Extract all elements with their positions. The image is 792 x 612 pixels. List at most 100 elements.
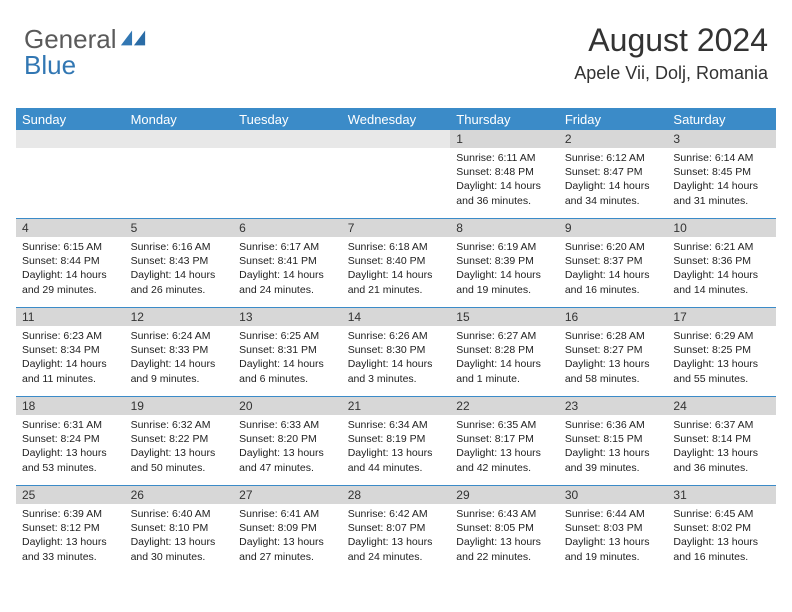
day-info: Sunrise: 6:14 AMSunset: 8:45 PMDaylight:… — [667, 148, 776, 211]
day-info: Sunrise: 6:42 AMSunset: 8:07 PMDaylight:… — [342, 504, 451, 567]
day-number: 4 — [16, 219, 125, 237]
day-number: 17 — [667, 308, 776, 326]
day-info: Sunrise: 6:26 AMSunset: 8:30 PMDaylight:… — [342, 326, 451, 389]
logo-text-blue: Blue — [24, 50, 76, 81]
day-number: 23 — [559, 397, 668, 415]
logo-icon — [117, 24, 147, 55]
week-row: 25Sunrise: 6:39 AMSunset: 8:12 PMDayligh… — [16, 485, 776, 574]
day-header-cell: Tuesday — [233, 112, 342, 127]
day-cell: 31Sunrise: 6:45 AMSunset: 8:02 PMDayligh… — [667, 486, 776, 574]
day-header-cell: Sunday — [16, 112, 125, 127]
day-cell: 14Sunrise: 6:26 AMSunset: 8:30 PMDayligh… — [342, 308, 451, 396]
week-row: 18Sunrise: 6:31 AMSunset: 8:24 PMDayligh… — [16, 396, 776, 485]
day-info: Sunrise: 6:12 AMSunset: 8:47 PMDaylight:… — [559, 148, 668, 211]
day-number: 19 — [125, 397, 234, 415]
day-number: 22 — [450, 397, 559, 415]
day-info: Sunrise: 6:35 AMSunset: 8:17 PMDaylight:… — [450, 415, 559, 478]
day-number: 21 — [342, 397, 451, 415]
day-cell: 7Sunrise: 6:18 AMSunset: 8:40 PMDaylight… — [342, 219, 451, 307]
day-info: Sunrise: 6:24 AMSunset: 8:33 PMDaylight:… — [125, 326, 234, 389]
day-number: 15 — [450, 308, 559, 326]
week-row: 4Sunrise: 6:15 AMSunset: 8:44 PMDaylight… — [16, 218, 776, 307]
day-number: 31 — [667, 486, 776, 504]
day-cell: 27Sunrise: 6:41 AMSunset: 8:09 PMDayligh… — [233, 486, 342, 574]
day-cell: 16Sunrise: 6:28 AMSunset: 8:27 PMDayligh… — [559, 308, 668, 396]
day-info: Sunrise: 6:19 AMSunset: 8:39 PMDaylight:… — [450, 237, 559, 300]
day-cell: 11Sunrise: 6:23 AMSunset: 8:34 PMDayligh… — [16, 308, 125, 396]
day-number: 20 — [233, 397, 342, 415]
day-number: 2 — [559, 130, 668, 148]
day-cell: 13Sunrise: 6:25 AMSunset: 8:31 PMDayligh… — [233, 308, 342, 396]
day-header-cell: Friday — [559, 112, 668, 127]
day-cell: 4Sunrise: 6:15 AMSunset: 8:44 PMDaylight… — [16, 219, 125, 307]
day-info: Sunrise: 6:16 AMSunset: 8:43 PMDaylight:… — [125, 237, 234, 300]
day-number: 16 — [559, 308, 668, 326]
day-info: Sunrise: 6:11 AMSunset: 8:48 PMDaylight:… — [450, 148, 559, 211]
day-cell — [16, 130, 125, 218]
day-cell: 20Sunrise: 6:33 AMSunset: 8:20 PMDayligh… — [233, 397, 342, 485]
day-cell: 3Sunrise: 6:14 AMSunset: 8:45 PMDaylight… — [667, 130, 776, 218]
day-info: Sunrise: 6:20 AMSunset: 8:37 PMDaylight:… — [559, 237, 668, 300]
day-cell: 25Sunrise: 6:39 AMSunset: 8:12 PMDayligh… — [16, 486, 125, 574]
day-cell: 10Sunrise: 6:21 AMSunset: 8:36 PMDayligh… — [667, 219, 776, 307]
month-title: August 2024 — [574, 22, 768, 59]
day-cell: 24Sunrise: 6:37 AMSunset: 8:14 PMDayligh… — [667, 397, 776, 485]
day-cell — [125, 130, 234, 218]
day-cell — [342, 130, 451, 218]
day-cell: 17Sunrise: 6:29 AMSunset: 8:25 PMDayligh… — [667, 308, 776, 396]
day-info: Sunrise: 6:44 AMSunset: 8:03 PMDaylight:… — [559, 504, 668, 567]
day-info: Sunrise: 6:36 AMSunset: 8:15 PMDaylight:… — [559, 415, 668, 478]
day-number: 12 — [125, 308, 234, 326]
day-info: Sunrise: 6:45 AMSunset: 8:02 PMDaylight:… — [667, 504, 776, 567]
day-cell: 22Sunrise: 6:35 AMSunset: 8:17 PMDayligh… — [450, 397, 559, 485]
day-number: 27 — [233, 486, 342, 504]
day-cell: 28Sunrise: 6:42 AMSunset: 8:07 PMDayligh… — [342, 486, 451, 574]
day-number: 6 — [233, 219, 342, 237]
day-number: 26 — [125, 486, 234, 504]
day-info: Sunrise: 6:33 AMSunset: 8:20 PMDaylight:… — [233, 415, 342, 478]
day-number: 30 — [559, 486, 668, 504]
day-cell: 18Sunrise: 6:31 AMSunset: 8:24 PMDayligh… — [16, 397, 125, 485]
day-header-cell: Thursday — [450, 112, 559, 127]
day-number — [125, 130, 234, 148]
day-cell: 15Sunrise: 6:27 AMSunset: 8:28 PMDayligh… — [450, 308, 559, 396]
day-cell: 9Sunrise: 6:20 AMSunset: 8:37 PMDaylight… — [559, 219, 668, 307]
day-info: Sunrise: 6:31 AMSunset: 8:24 PMDaylight:… — [16, 415, 125, 478]
week-row: 1Sunrise: 6:11 AMSunset: 8:48 PMDaylight… — [16, 130, 776, 218]
day-cell: 1Sunrise: 6:11 AMSunset: 8:48 PMDaylight… — [450, 130, 559, 218]
day-info: Sunrise: 6:15 AMSunset: 8:44 PMDaylight:… — [16, 237, 125, 300]
day-info: Sunrise: 6:23 AMSunset: 8:34 PMDaylight:… — [16, 326, 125, 389]
day-cell: 12Sunrise: 6:24 AMSunset: 8:33 PMDayligh… — [125, 308, 234, 396]
day-cell: 2Sunrise: 6:12 AMSunset: 8:47 PMDaylight… — [559, 130, 668, 218]
day-number: 3 — [667, 130, 776, 148]
day-number: 7 — [342, 219, 451, 237]
day-number: 11 — [16, 308, 125, 326]
day-info: Sunrise: 6:39 AMSunset: 8:12 PMDaylight:… — [16, 504, 125, 567]
day-info: Sunrise: 6:17 AMSunset: 8:41 PMDaylight:… — [233, 237, 342, 300]
day-number: 25 — [16, 486, 125, 504]
day-header-cell: Monday — [125, 112, 234, 127]
day-cell: 5Sunrise: 6:16 AMSunset: 8:43 PMDaylight… — [125, 219, 234, 307]
day-header-cell: Saturday — [667, 112, 776, 127]
day-info: Sunrise: 6:27 AMSunset: 8:28 PMDaylight:… — [450, 326, 559, 389]
day-number: 9 — [559, 219, 668, 237]
day-cell: 30Sunrise: 6:44 AMSunset: 8:03 PMDayligh… — [559, 486, 668, 574]
day-info: Sunrise: 6:40 AMSunset: 8:10 PMDaylight:… — [125, 504, 234, 567]
day-number — [233, 130, 342, 148]
day-info: Sunrise: 6:18 AMSunset: 8:40 PMDaylight:… — [342, 237, 451, 300]
day-number: 5 — [125, 219, 234, 237]
day-info: Sunrise: 6:21 AMSunset: 8:36 PMDaylight:… — [667, 237, 776, 300]
day-number: 8 — [450, 219, 559, 237]
day-info: Sunrise: 6:34 AMSunset: 8:19 PMDaylight:… — [342, 415, 451, 478]
day-info: Sunrise: 6:29 AMSunset: 8:25 PMDaylight:… — [667, 326, 776, 389]
day-cell: 8Sunrise: 6:19 AMSunset: 8:39 PMDaylight… — [450, 219, 559, 307]
day-info: Sunrise: 6:43 AMSunset: 8:05 PMDaylight:… — [450, 504, 559, 567]
header: August 2024 Apele Vii, Dolj, Romania — [574, 22, 768, 84]
day-info: Sunrise: 6:41 AMSunset: 8:09 PMDaylight:… — [233, 504, 342, 567]
day-number: 24 — [667, 397, 776, 415]
day-cell: 6Sunrise: 6:17 AMSunset: 8:41 PMDaylight… — [233, 219, 342, 307]
day-number: 28 — [342, 486, 451, 504]
location: Apele Vii, Dolj, Romania — [574, 63, 768, 84]
day-info: Sunrise: 6:28 AMSunset: 8:27 PMDaylight:… — [559, 326, 668, 389]
day-cell: 23Sunrise: 6:36 AMSunset: 8:15 PMDayligh… — [559, 397, 668, 485]
